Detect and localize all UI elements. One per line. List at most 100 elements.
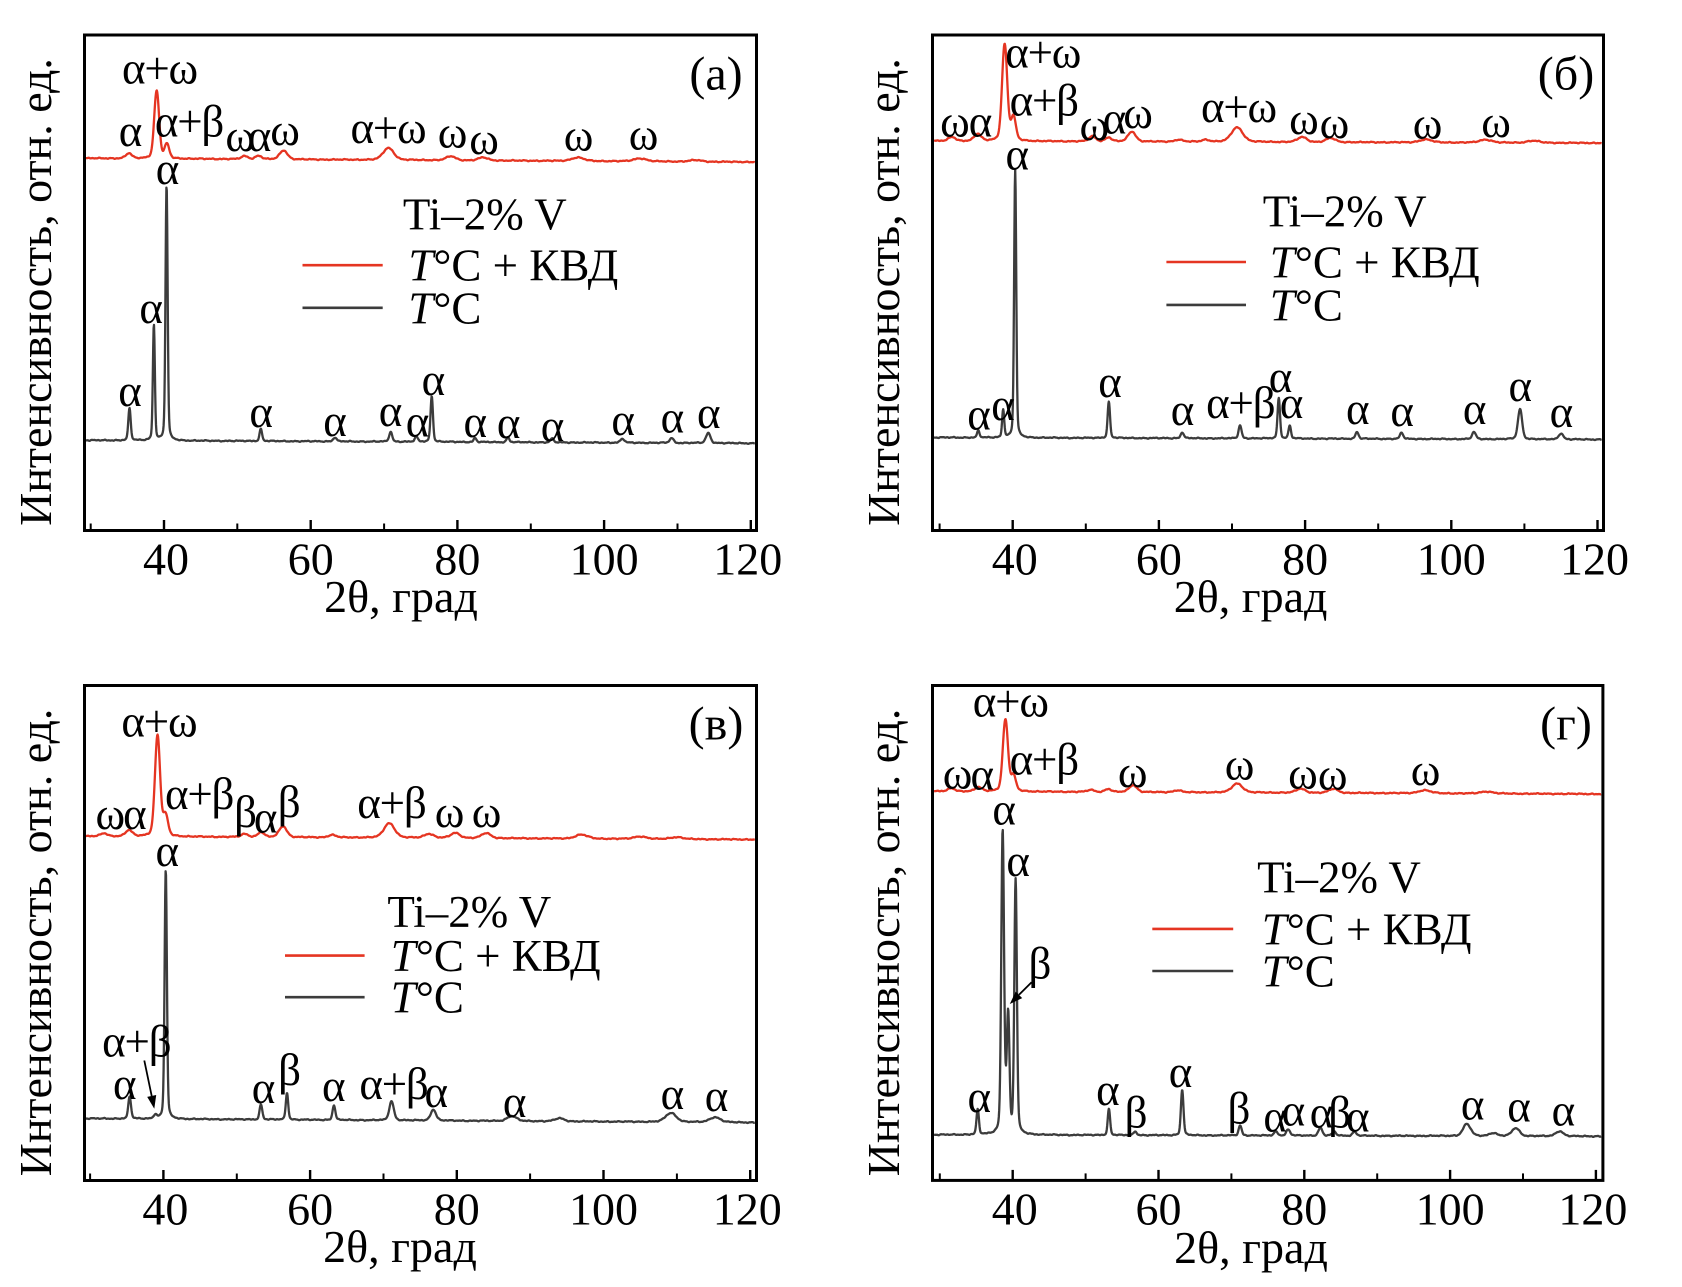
svg-text:(б): (б): [1538, 48, 1594, 101]
svg-text:β: β: [234, 787, 256, 837]
svg-text:α: α: [379, 386, 402, 436]
svg-text:β: β: [1028, 938, 1050, 988]
svg-text:ω: ω: [469, 114, 497, 164]
svg-text:α: α: [971, 750, 994, 800]
svg-text:α: α: [425, 1067, 448, 1117]
svg-text:α: α: [1098, 357, 1121, 407]
svg-text:T°C: T°C: [408, 283, 481, 333]
svg-text:α: α: [123, 789, 146, 839]
svg-text:α: α: [541, 401, 564, 451]
svg-text:120: 120: [1558, 1183, 1627, 1234]
svg-text:α: α: [1509, 361, 1532, 411]
svg-text:α+β: α+β: [1206, 378, 1274, 428]
svg-text:α: α: [1463, 384, 1486, 434]
svg-text:α: α: [422, 355, 445, 405]
svg-text:120: 120: [713, 1184, 782, 1235]
svg-text:100: 100: [1417, 534, 1486, 585]
svg-text:Интенсивность, отн. ед.: Интенсивность, отн. ед.: [10, 58, 61, 526]
svg-text:ω: ω: [940, 97, 968, 147]
svg-text:β: β: [1328, 1087, 1350, 1137]
svg-text:T°C + КВД: T°C + КВД: [408, 241, 618, 291]
svg-text:ω: ω: [1318, 750, 1346, 800]
svg-text:T°C + КВД: T°C + КВД: [1270, 238, 1480, 288]
svg-text:T°C: T°C: [1270, 280, 1343, 330]
svg-text:ω: ω: [1225, 740, 1253, 790]
svg-text:ω: ω: [438, 108, 466, 158]
svg-text:T°C: T°C: [391, 973, 464, 1023]
svg-text:α+β: α+β: [155, 97, 223, 147]
svg-text:α: α: [497, 398, 520, 448]
svg-text:60: 60: [1136, 1183, 1182, 1234]
svg-text:ω: ω: [629, 110, 657, 160]
svg-text:100: 100: [569, 1184, 638, 1235]
svg-text:α+β: α+β: [102, 1017, 170, 1067]
svg-text:ω: ω: [270, 105, 298, 155]
svg-text:α: α: [1096, 1065, 1119, 1115]
svg-text:α: α: [705, 1071, 728, 1121]
svg-text:α: α: [464, 397, 487, 447]
svg-text:ω: ω: [225, 111, 253, 161]
svg-text:α: α: [969, 97, 992, 147]
svg-text:α+ω: α+ω: [1005, 28, 1080, 78]
svg-text:ω: ω: [1123, 88, 1151, 138]
svg-text:60: 60: [1136, 534, 1182, 585]
svg-text:α: α: [1507, 1081, 1530, 1131]
svg-text:α: α: [1346, 384, 1369, 434]
svg-text:T°C + КВД: T°C + КВД: [1262, 904, 1472, 954]
svg-text:Ti–2% V: Ti–2% V: [1257, 853, 1421, 903]
svg-text:α: α: [1550, 387, 1573, 437]
svg-text:ω: ω: [1320, 98, 1348, 148]
svg-text:ω: ω: [1413, 99, 1441, 149]
svg-text:(a): (a): [689, 48, 742, 101]
svg-text:α: α: [156, 144, 179, 194]
svg-text:α+β: α+β: [1010, 75, 1078, 125]
svg-text:α: α: [1006, 836, 1029, 886]
svg-text:α+ω: α+ω: [1201, 82, 1276, 132]
svg-text:α: α: [113, 1059, 136, 1109]
svg-text:β: β: [278, 1045, 300, 1095]
svg-text:80: 80: [434, 1184, 480, 1235]
svg-text:α: α: [249, 387, 272, 437]
svg-text:40: 40: [142, 1184, 188, 1235]
svg-text:α+β: α+β: [357, 778, 425, 828]
svg-text:α: α: [1171, 385, 1194, 435]
svg-text:Ti–2% V: Ti–2% V: [387, 887, 551, 937]
svg-text:T°C + КВД: T°C + КВД: [391, 931, 601, 981]
svg-text:60: 60: [287, 1184, 333, 1235]
svg-text:100: 100: [570, 534, 639, 585]
svg-text:α: α: [323, 396, 346, 446]
svg-text:α: α: [1269, 352, 1292, 402]
svg-text:α+β: α+β: [359, 1059, 427, 1109]
svg-text:α: α: [1346, 1091, 1369, 1141]
svg-text:80: 80: [434, 534, 480, 585]
svg-text:Ti–2% V: Ti–2% V: [403, 190, 567, 240]
svg-text:β: β: [1227, 1083, 1249, 1133]
svg-text:α+ω: α+ω: [351, 103, 426, 153]
svg-text:α: α: [119, 106, 142, 156]
svg-text:α: α: [139, 283, 162, 333]
svg-text:α+β: α+β: [165, 769, 233, 819]
svg-text:ω: ω: [95, 789, 123, 839]
svg-text:α: α: [967, 390, 990, 440]
svg-text:α: α: [1263, 1091, 1286, 1141]
svg-text:Ti–2% V: Ti–2% V: [1263, 186, 1427, 236]
svg-text:ω: ω: [1289, 94, 1317, 144]
svg-text:α: α: [118, 366, 141, 416]
svg-text:β: β: [1125, 1087, 1147, 1137]
svg-text:ω: ω: [564, 111, 592, 161]
svg-text:α: α: [406, 397, 429, 447]
svg-text:α: α: [1552, 1085, 1575, 1135]
svg-text:120: 120: [713, 534, 782, 585]
svg-text:Интенсивность, отн. ед.: Интенсивность, отн. ед.: [858, 58, 909, 526]
svg-text:80: 80: [1282, 534, 1328, 585]
svg-text:α: α: [1310, 1087, 1333, 1137]
svg-text:ω: ω: [1118, 747, 1146, 797]
svg-text:α: α: [252, 1063, 275, 1113]
svg-text:α: α: [661, 393, 684, 443]
svg-text:α+ω: α+ω: [973, 676, 1048, 726]
svg-text:(в): (в): [689, 698, 744, 751]
svg-text:α: α: [503, 1077, 526, 1127]
svg-text:ω: ω: [1481, 97, 1509, 147]
svg-text:α: α: [661, 1069, 684, 1119]
svg-text:α+ω: α+ω: [121, 697, 196, 747]
